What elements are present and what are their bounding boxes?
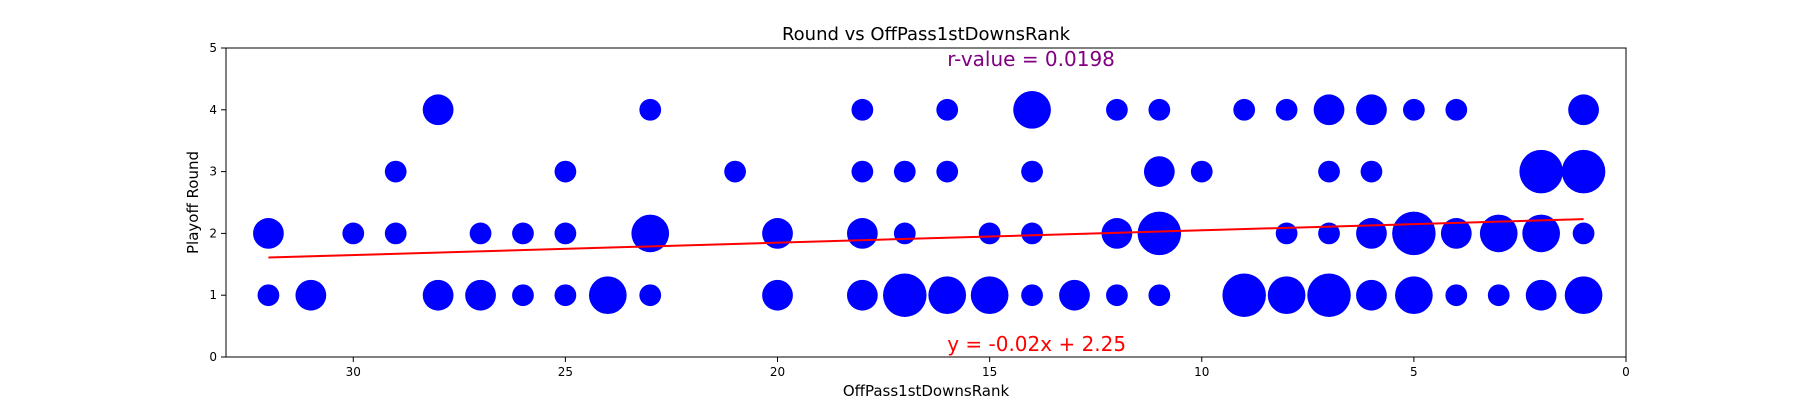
plot-area: [253, 90, 1606, 317]
data-point: [422, 94, 454, 126]
data-point: [1059, 279, 1090, 311]
data-point: [1021, 160, 1043, 183]
data-point: [1522, 214, 1560, 253]
data-point: [384, 222, 407, 245]
data-point: [1525, 279, 1557, 311]
regression-equation-annotation: y = -0.02x + 2.25: [947, 332, 1126, 356]
regression-line: [268, 218, 1584, 259]
y-tick-label: 0: [209, 350, 217, 364]
data-point: [631, 214, 670, 253]
axes-frame: [225, 47, 1627, 358]
x-tick-label: 20: [770, 365, 785, 379]
y-tick-label: 1: [209, 288, 217, 302]
data-point: [253, 218, 284, 249]
data-point: [1395, 276, 1433, 315]
data-point: [554, 284, 577, 307]
data-point: [936, 160, 959, 183]
data-point: [512, 222, 534, 245]
data-point: [1445, 284, 1468, 307]
data-point: [1267, 276, 1306, 315]
data-point: [1318, 222, 1340, 245]
data-point: [1233, 98, 1256, 121]
data-point: [295, 279, 327, 311]
data-point: [1021, 284, 1043, 307]
data-point: [384, 160, 407, 183]
data-point: [970, 276, 1009, 315]
data-point: [893, 222, 916, 245]
data-point: [342, 222, 365, 245]
data-point: [1106, 284, 1128, 307]
x-tick-label: 25: [558, 365, 573, 379]
data-point: [469, 222, 492, 245]
x-tick-label: 15: [982, 365, 997, 379]
data-point: [1445, 98, 1468, 121]
y-tick-label: 3: [209, 165, 217, 179]
data-point: [1356, 218, 1387, 249]
data-point: [851, 98, 874, 121]
data-point: [1137, 211, 1182, 256]
data-point: [1021, 222, 1043, 245]
data-point: [851, 160, 874, 183]
data-point: [1568, 94, 1599, 126]
x-tick-label: 0: [1622, 365, 1630, 379]
y-tick-label: 2: [209, 226, 217, 240]
data-point: [883, 273, 927, 317]
data-point: [928, 276, 967, 315]
data-point: [1561, 149, 1606, 194]
data-point: [1013, 90, 1051, 129]
data-point: [1313, 94, 1345, 126]
data-point: [1392, 211, 1436, 256]
x-axis-label: OffPass1stDownsRank: [843, 382, 1010, 400]
data-point: [1143, 156, 1175, 187]
data-point: [1360, 160, 1383, 183]
y-axis-label: Playoff Round: [184, 151, 202, 254]
r-value-annotation: r-value = 0.0198: [947, 47, 1115, 71]
data-point: [1356, 94, 1387, 126]
data-point: [846, 279, 878, 311]
data-point: [1275, 222, 1298, 245]
data-point: [554, 160, 577, 183]
x-tick-label: 10: [1194, 365, 1209, 379]
data-point: [588, 276, 627, 315]
data-point: [893, 160, 916, 183]
data-point: [1356, 279, 1387, 311]
data-point: [1564, 276, 1603, 315]
data-point: [978, 222, 1001, 245]
data-point: [1307, 273, 1351, 317]
y-tick-label: 5: [209, 41, 217, 55]
data-point: [1106, 98, 1128, 121]
data-point: [1572, 222, 1595, 245]
data-point: [936, 98, 959, 121]
data-point: [762, 218, 793, 249]
data-point: [422, 279, 454, 311]
data-point: [1318, 160, 1340, 183]
data-point: [1222, 273, 1266, 317]
data-point: [257, 284, 280, 307]
data-point: [1275, 98, 1298, 121]
x-tick-label: 5: [1410, 365, 1418, 379]
data-point: [465, 279, 496, 311]
data-point: [724, 160, 746, 183]
data-point: [846, 218, 878, 249]
axes: 30 25 20 15 10 5 0 0 1 2 3 4 5: [209, 41, 1629, 379]
y-tick-label: 4: [209, 103, 217, 117]
data-point: [639, 98, 662, 121]
data-point: [1479, 214, 1518, 253]
data-point: [1148, 284, 1171, 307]
data-point: [1148, 98, 1171, 121]
data-point: [1190, 160, 1213, 183]
data-point: [512, 284, 534, 307]
data-point: [1440, 218, 1472, 249]
data-point: [762, 279, 793, 311]
data-point: [639, 284, 662, 307]
data-point: [554, 222, 577, 245]
x-tick-label: 30: [346, 365, 361, 379]
data-point: [1403, 98, 1425, 121]
chart-title: Round vs OffPass1stDownsRank: [782, 24, 1071, 45]
data-point: [1487, 284, 1510, 307]
data-point: [1519, 149, 1563, 194]
